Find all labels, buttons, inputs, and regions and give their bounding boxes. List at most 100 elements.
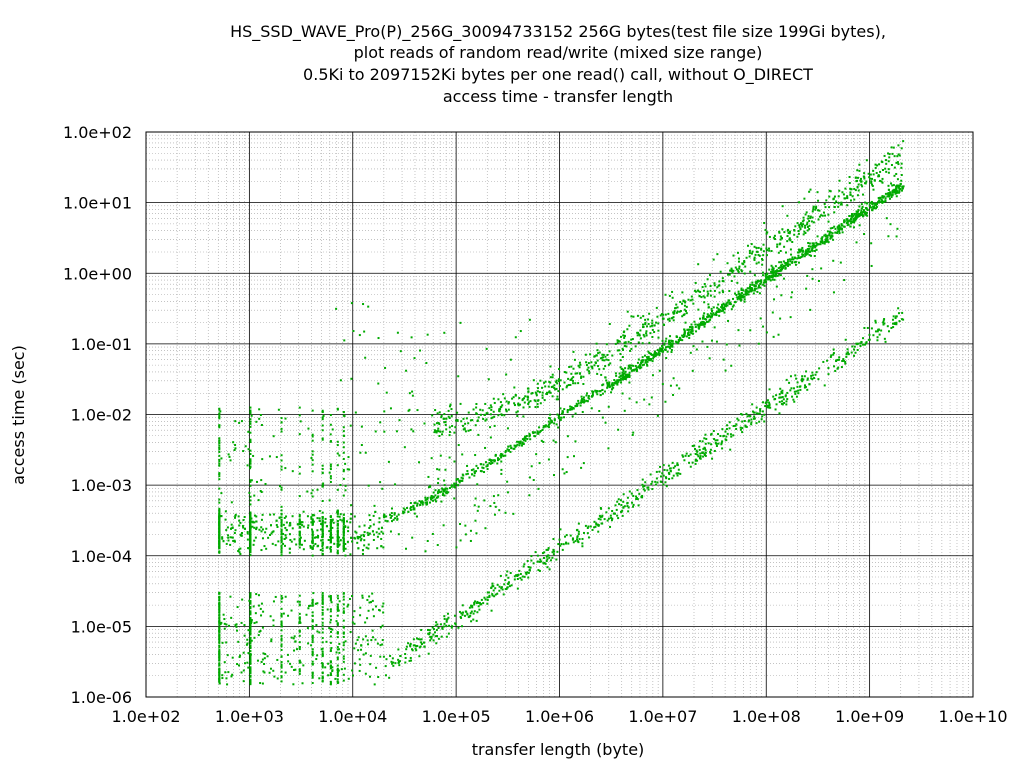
data-point (218, 516, 221, 519)
data-point (751, 403, 754, 406)
data-point (718, 314, 721, 317)
data-point (759, 409, 762, 412)
data-point (691, 369, 694, 372)
data-point (492, 495, 495, 498)
data-point (359, 606, 362, 609)
data-point (537, 487, 540, 490)
data-point (441, 430, 444, 433)
data-point (881, 177, 884, 180)
data-point (221, 674, 224, 677)
data-point (329, 682, 332, 685)
data-point (602, 353, 605, 356)
data-point (249, 431, 252, 434)
data-point (522, 415, 525, 418)
data-point (799, 250, 802, 253)
data-point (290, 609, 293, 612)
data-point (249, 617, 252, 620)
data-point (780, 268, 783, 271)
data-point (476, 467, 479, 470)
data-point (298, 433, 301, 436)
data-point (327, 662, 330, 665)
data-point (810, 249, 813, 252)
data-point (572, 376, 575, 379)
data-point (342, 644, 345, 647)
data-point (278, 516, 281, 519)
data-point (541, 394, 544, 397)
data-point (242, 526, 245, 529)
data-point (250, 517, 253, 520)
data-point (648, 403, 651, 406)
data-point (616, 379, 619, 382)
data-point (679, 472, 682, 475)
data-point (355, 531, 358, 534)
data-point (821, 242, 824, 245)
data-point (399, 350, 402, 353)
data-point (293, 635, 296, 638)
data-point (236, 663, 239, 666)
data-point (298, 659, 301, 662)
data-point (685, 452, 688, 455)
data-point (846, 195, 849, 198)
data-point (231, 656, 234, 659)
data-point (321, 592, 324, 595)
data-point (729, 269, 732, 272)
data-point (506, 491, 509, 494)
data-point (660, 349, 663, 352)
data-point (546, 554, 549, 557)
data-point (336, 452, 339, 455)
data-point (840, 224, 843, 227)
data-point (643, 485, 646, 488)
data-point (866, 326, 869, 329)
data-point (500, 472, 503, 475)
data-point (763, 279, 766, 282)
data-point (828, 230, 831, 233)
data-point (305, 613, 308, 616)
data-point (657, 351, 660, 354)
data-point (816, 191, 819, 194)
data-point (768, 278, 771, 281)
data-point (357, 649, 360, 652)
data-point (336, 664, 339, 667)
data-point (895, 321, 898, 324)
data-point (298, 539, 301, 542)
data-point (269, 615, 272, 618)
data-point (336, 524, 339, 527)
data-point (802, 219, 805, 222)
data-point (651, 353, 654, 356)
data-point (280, 549, 283, 552)
data-point (581, 400, 584, 403)
data-point (580, 466, 583, 469)
data-point (309, 604, 312, 607)
data-point (849, 225, 852, 228)
data-point (709, 289, 712, 292)
data-point (555, 387, 558, 390)
data-point (774, 238, 777, 241)
data-point (631, 433, 634, 436)
data-point (500, 460, 503, 463)
data-point (379, 421, 382, 424)
data-point (796, 385, 799, 388)
data-point (737, 329, 740, 332)
data-point (759, 286, 762, 289)
data-point (733, 301, 736, 304)
data-point (255, 420, 258, 423)
data-point (329, 520, 332, 523)
data-point (356, 541, 359, 544)
data-point (513, 404, 516, 407)
data-point (810, 377, 813, 380)
data-point (836, 358, 839, 361)
data-point (329, 526, 332, 529)
data-point (556, 413, 559, 416)
data-point (336, 603, 339, 606)
data-point (515, 411, 518, 414)
data-point (648, 358, 651, 361)
data-point (824, 214, 827, 217)
data-point (586, 400, 589, 403)
data-point (504, 454, 507, 457)
data-point (807, 241, 810, 244)
data-point (227, 534, 230, 537)
data-point (473, 470, 476, 473)
data-point (748, 252, 751, 255)
data-point (661, 339, 664, 342)
data-point (661, 472, 664, 475)
